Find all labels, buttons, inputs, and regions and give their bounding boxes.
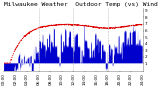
Text: Milwaukee Weather  Outdoor Temp (vs) Wind Chill per Minute (Last 24 Hours): Milwaukee Weather Outdoor Temp (vs) Wind…: [4, 2, 160, 7]
